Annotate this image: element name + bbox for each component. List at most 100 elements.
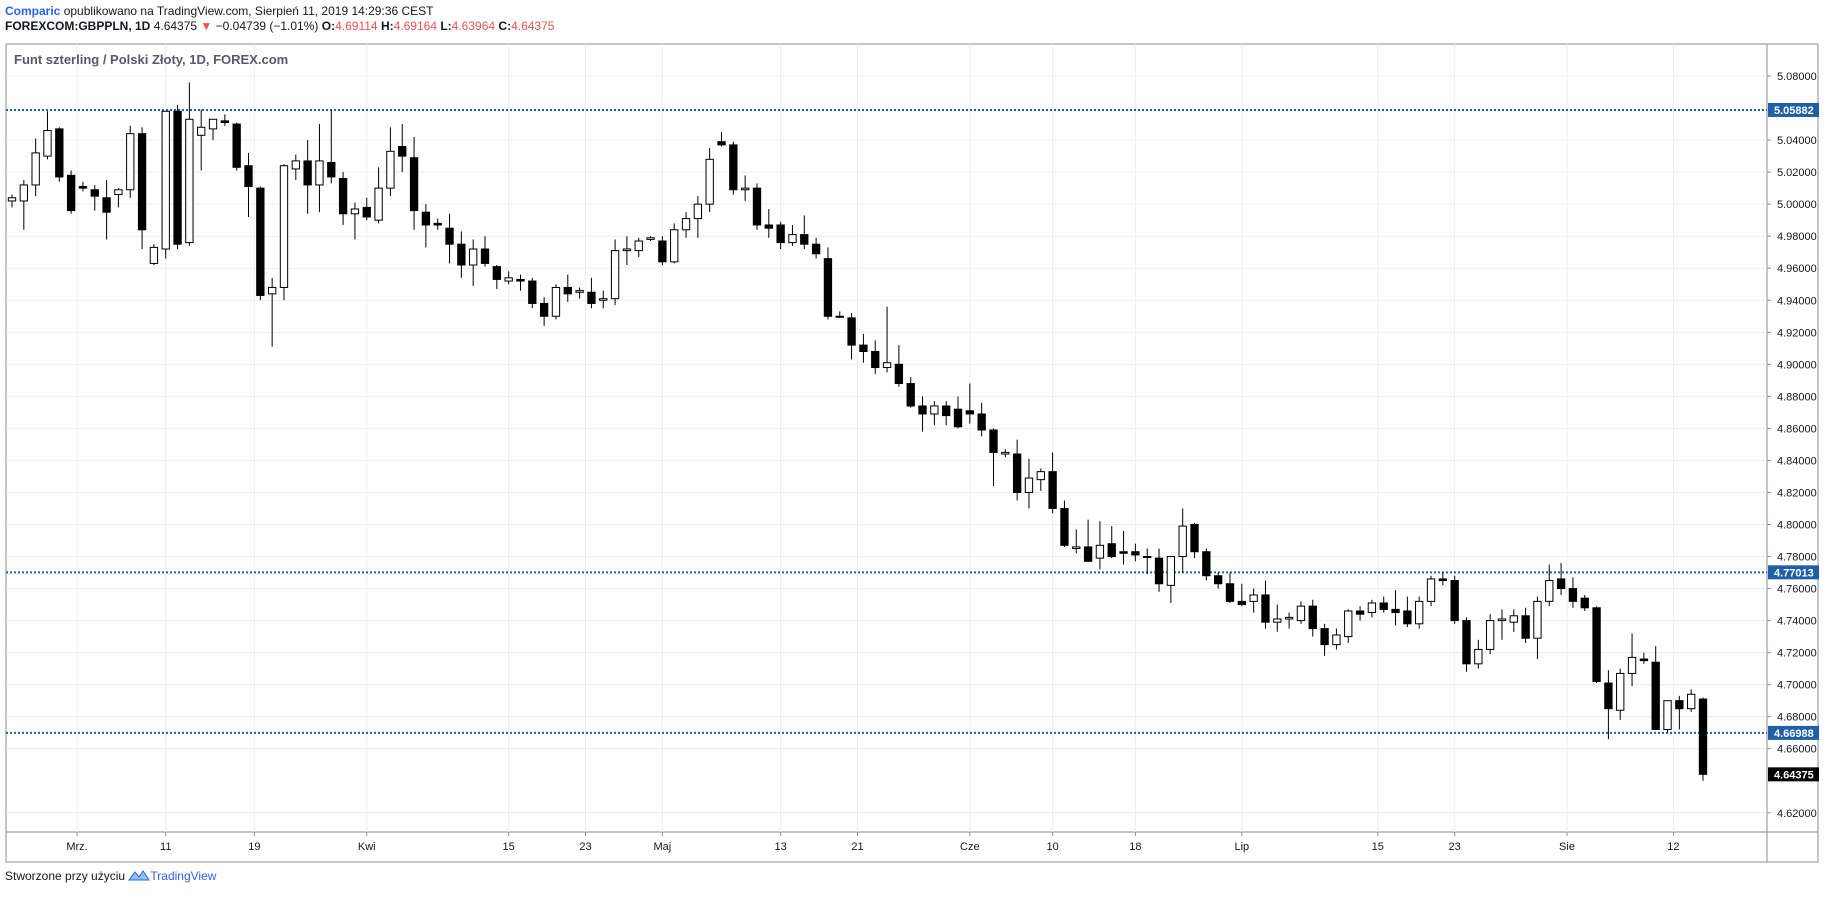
candle-body <box>256 187 265 296</box>
candle-body <box>634 240 643 252</box>
published-text: opublikowano na TradingView.com, Sierpie… <box>63 4 434 18</box>
candle-body <box>398 146 407 157</box>
candle-body <box>1391 608 1400 614</box>
footer: Stworzone przy użyciu TradingView <box>5 869 216 883</box>
candle-body <box>729 144 738 191</box>
price-tick-label: 4.80000 <box>1777 519 1817 531</box>
time-tick-label: 23 <box>579 841 591 853</box>
time-tick-label: 10 <box>1046 841 1058 853</box>
price-badge <box>1768 767 1819 782</box>
time-tick-label: 13 <box>775 841 787 853</box>
price-tick-label: 5.00000 <box>1777 199 1817 211</box>
time-tick-label: Lip <box>1234 841 1249 853</box>
candle-body <box>197 126 206 136</box>
price-tick-label: 4.74000 <box>1777 616 1817 628</box>
candle-body <box>55 128 64 178</box>
candle-body <box>942 405 951 417</box>
candle-body <box>303 160 312 186</box>
candle-body <box>587 291 596 304</box>
candle-body <box>681 218 691 231</box>
candle-body <box>989 429 998 453</box>
candle-body <box>1568 588 1578 602</box>
candle-body <box>575 290 584 293</box>
candle-body <box>1355 610 1365 615</box>
price-tick-label: 5.08000 <box>1777 71 1817 83</box>
candle-body <box>1320 628 1329 646</box>
candle-body <box>1190 523 1199 553</box>
candle-body <box>421 211 431 226</box>
candle-body <box>220 120 230 123</box>
candle-body <box>1001 451 1010 455</box>
time-tick-label: 12 <box>1667 841 1679 853</box>
price-badge-label: 5.05882 <box>1774 105 1814 117</box>
candle-body <box>386 150 395 189</box>
price-badge <box>1768 102 1819 117</box>
chart-header: Comparic opublikowano na TradingView.com… <box>5 4 554 34</box>
grid-lines <box>6 44 1767 832</box>
tradingview-logo-icon <box>128 870 151 881</box>
tradingview-link[interactable]: TradingView <box>150 869 217 883</box>
price-badge-label: 4.64375 <box>1774 769 1814 781</box>
candle-body <box>516 278 525 282</box>
time-tick-label: 15 <box>1372 841 1384 853</box>
candle-body <box>31 152 40 186</box>
candle-body <box>1651 661 1660 730</box>
price-badge-label: 4.66988 <box>1774 728 1814 740</box>
price-tick-label: 4.68000 <box>1777 712 1817 724</box>
candle-body <box>705 158 714 205</box>
price-tick-label: 4.98000 <box>1777 231 1817 243</box>
candle-body <box>1332 634 1341 646</box>
candle-body <box>1154 557 1164 585</box>
horizontal-lines[interactable] <box>6 108 1767 734</box>
candle-body <box>717 141 726 146</box>
candle-body <box>1119 551 1128 554</box>
candle-body <box>1687 693 1696 710</box>
author-link[interactable]: Comparic <box>5 4 61 18</box>
candle-body <box>7 197 17 202</box>
candle-body <box>1592 607 1601 682</box>
candle-body <box>965 410 975 415</box>
candle-body <box>835 315 844 318</box>
candle-body <box>1072 546 1081 550</box>
candle-body <box>267 286 277 295</box>
candles <box>7 82 1708 781</box>
candle-body <box>1143 556 1152 559</box>
candle-body <box>658 240 667 263</box>
price-tick-label: 4.76000 <box>1777 584 1817 596</box>
candle-body <box>1178 525 1187 558</box>
price-tick-label: 4.94000 <box>1777 295 1817 307</box>
candle-body <box>43 129 52 157</box>
price-tick-label: 5.04000 <box>1777 135 1817 147</box>
candle-body <box>1403 610 1412 625</box>
low-value: 4.63964 <box>451 19 496 33</box>
high-label: H: <box>380 19 394 33</box>
footer-text: Stworzone przy użyciu <box>5 869 126 883</box>
candle-body <box>1131 551 1140 556</box>
candle-body <box>1214 575 1223 585</box>
candle-body <box>1202 551 1211 577</box>
price-badge <box>1768 725 1819 740</box>
candle-body <box>740 187 750 191</box>
candle-body <box>1580 597 1589 609</box>
candle-body <box>670 229 679 263</box>
price-badges: 5.05882 4.77013 4.66988 4.64375 <box>1768 102 1819 782</box>
price-axis[interactable]: 5.08000 5.04000 5.02000 5.00000 4.98000 4.960… <box>1767 71 1817 820</box>
time-tick-label: 23 <box>1449 841 1461 853</box>
candle-body <box>1107 543 1116 558</box>
publish-line: Comparic opublikowano na TradingView.com… <box>5 4 554 19</box>
candle-body <box>137 133 147 231</box>
candle-body <box>1344 610 1353 638</box>
candle-body <box>114 189 123 196</box>
candle-body <box>161 110 170 250</box>
time-axis[interactable]: Mrz. 11 19 Kwi 15 23 Maj 13 21 Cze 10 18 Lip 15 23 Sie 1… <box>66 832 1680 853</box>
candle-body <box>1296 605 1306 622</box>
time-tick-label: 18 <box>1129 841 1141 853</box>
candle-body <box>1273 618 1282 623</box>
price-tick-label: 4.78000 <box>1777 552 1817 564</box>
candle-body <box>1545 580 1554 602</box>
price-tick-label: 4.72000 <box>1777 648 1817 660</box>
candle-body <box>66 174 76 212</box>
candle-body <box>1426 578 1436 602</box>
candle-body <box>764 224 773 229</box>
